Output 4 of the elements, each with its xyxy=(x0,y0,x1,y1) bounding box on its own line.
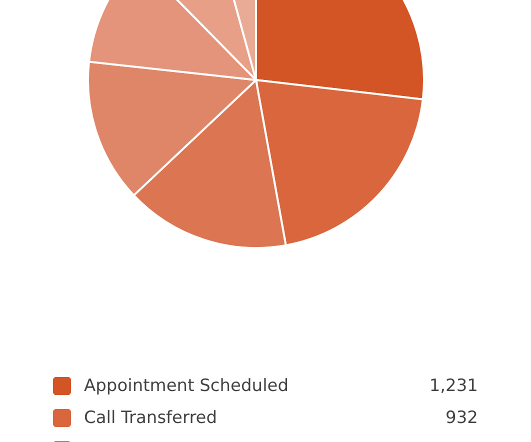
legend-label: Call Transferred xyxy=(84,408,218,428)
data-label: 932 xyxy=(446,408,478,428)
data-label: 1,231 xyxy=(429,376,478,396)
legend-label: Appointment Scheduled xyxy=(84,376,289,396)
